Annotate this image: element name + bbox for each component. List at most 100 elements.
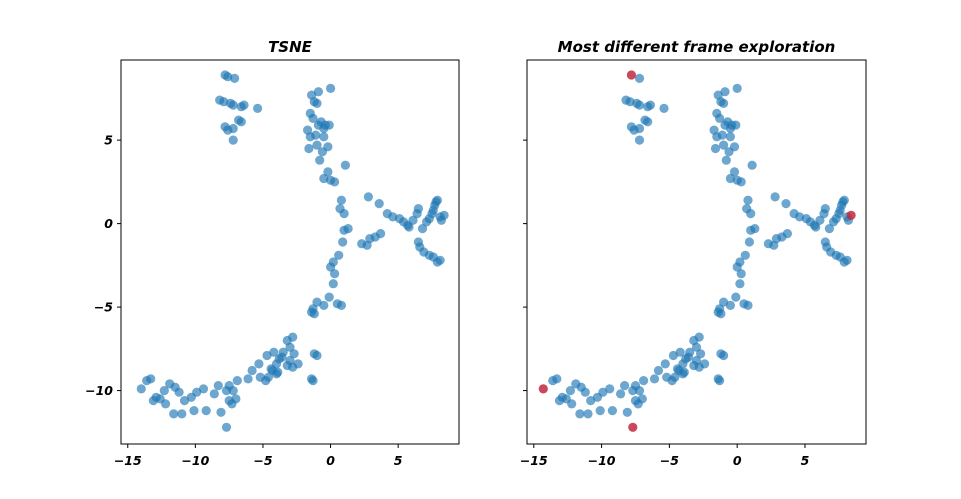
data-point [213, 381, 223, 391]
data-point [304, 143, 314, 154]
data-point [376, 229, 386, 239]
data-point [363, 192, 373, 202]
data-point [334, 250, 344, 260]
x-tick-label: −15 [114, 453, 142, 468]
y-tick-label: −10 [85, 383, 113, 398]
data-point [586, 396, 596, 406]
data-point [735, 279, 745, 289]
x-tick-label: 5 [394, 453, 403, 468]
data-point [228, 123, 238, 134]
data-point [343, 224, 353, 234]
data-point [736, 269, 746, 279]
data-point [228, 100, 238, 110]
data-point [312, 140, 322, 150]
data-point [413, 204, 423, 214]
data-point [820, 204, 830, 214]
data-point [216, 407, 226, 417]
data-point [340, 160, 350, 170]
data-point [289, 349, 299, 359]
data-point [732, 262, 742, 272]
data-point [724, 147, 734, 157]
data-point [716, 309, 726, 319]
data-point [731, 292, 741, 302]
data-point [189, 406, 199, 416]
data-point [165, 379, 175, 389]
data-point [811, 222, 821, 232]
data-point [662, 372, 672, 382]
y-tick-label: 0 [104, 216, 113, 231]
data-point [404, 222, 414, 232]
data-point [319, 300, 329, 310]
data-point [239, 100, 249, 110]
data-point [324, 120, 334, 130]
data-point [326, 83, 336, 93]
data-point [770, 192, 780, 202]
data-point [324, 292, 334, 302]
x-tick-label: −10 [588, 453, 616, 468]
data-point [605, 384, 615, 394]
data-point [782, 229, 793, 239]
chart-title: Most different frame exploration [558, 38, 836, 56]
x-tick-label: −15 [520, 453, 548, 468]
data-point [583, 409, 593, 419]
data-point [634, 135, 645, 145]
data-point [717, 130, 727, 140]
data-point [274, 354, 284, 364]
tsne-panel: TSNE −15 −10 −5 0 5 5 0 −5 −10 [85, 38, 460, 468]
data-point [312, 98, 322, 108]
selected-frame-point [846, 210, 856, 220]
chart-title: TSNE [268, 38, 313, 56]
data-point [725, 132, 736, 142]
data-point [743, 195, 753, 205]
data-point [719, 140, 729, 150]
data-point [747, 160, 757, 170]
data-point [374, 199, 384, 209]
data-point [744, 237, 755, 247]
data-point [815, 215, 825, 225]
data-point [413, 237, 423, 247]
data-point [323, 167, 333, 177]
data-point [620, 381, 630, 391]
data-point [315, 155, 325, 165]
data-point [209, 389, 219, 399]
data-point [247, 365, 257, 376]
data-point [672, 364, 683, 374]
data-point [548, 376, 558, 386]
data-point [308, 376, 318, 386]
data-point [622, 407, 632, 417]
data-point [313, 87, 323, 97]
data-point [592, 392, 603, 402]
selected-frame-point [628, 422, 638, 432]
data-point [715, 376, 725, 386]
axes-frame [526, 59, 867, 445]
x-tick-label: 0 [326, 453, 335, 468]
exploration-panel: Most different frame exploration −15 −10 −5… [520, 38, 867, 468]
data-point [273, 367, 283, 377]
data-point [221, 386, 232, 396]
data-point [198, 384, 209, 394]
data-point [645, 100, 656, 110]
data-point [595, 406, 605, 416]
data-point [681, 354, 691, 364]
data-point [750, 224, 760, 234]
data-point [607, 406, 618, 416]
data-point [824, 224, 835, 234]
data-point [630, 396, 641, 406]
y-tick-label: −5 [94, 300, 113, 315]
data-point [432, 195, 442, 205]
data-point [715, 113, 725, 123]
data-point [710, 143, 721, 154]
data-point [719, 98, 729, 108]
data-point [232, 376, 242, 386]
data-point [746, 209, 756, 219]
data-point [317, 147, 327, 157]
data-point [161, 399, 171, 409]
data-point [408, 215, 418, 225]
data-point [719, 297, 729, 307]
data-point [330, 177, 340, 187]
data-point [308, 113, 318, 123]
data-point [720, 87, 730, 97]
data-point [339, 209, 349, 219]
data-point [228, 386, 238, 396]
data-point [169, 409, 179, 419]
